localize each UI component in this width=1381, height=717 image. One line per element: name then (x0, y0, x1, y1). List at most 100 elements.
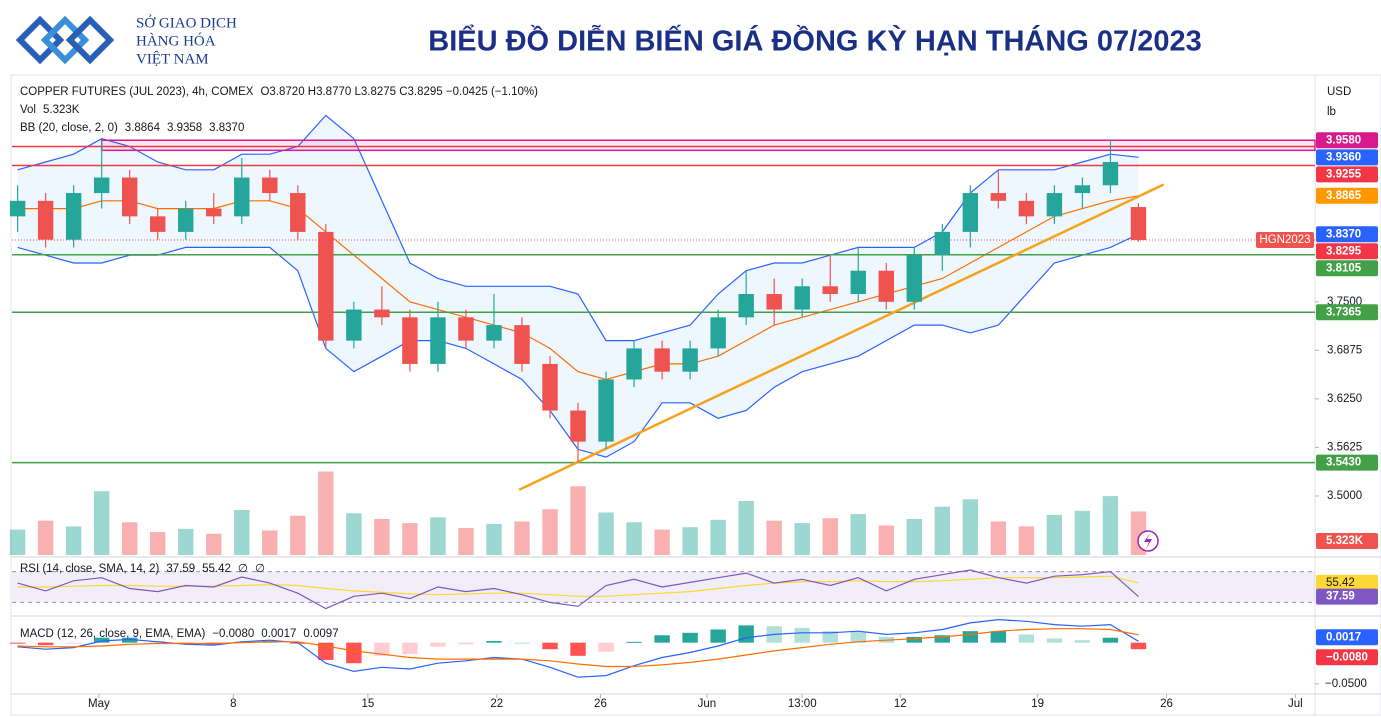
macd-histogram (1130, 642, 1147, 650)
macd-histogram (598, 642, 614, 652)
macd-histogram (9, 642, 26, 644)
macd-histogram (1046, 638, 1063, 643)
candle-body (682, 348, 698, 372)
frame (10, 74, 1381, 716)
macd-histogram (346, 642, 362, 664)
volume-bar (906, 519, 922, 555)
candle-body (710, 317, 726, 349)
logo-line: HÀNG HÓA (136, 32, 216, 49)
logo-line: SỞ GIAO DỊCH (136, 14, 237, 31)
legend-text: 37.59 (166, 563, 195, 575)
x-tick-label: 22 (490, 698, 503, 710)
symbol-tag-box (1256, 232, 1314, 249)
volume-bar (402, 523, 418, 555)
candle-body (1046, 193, 1063, 217)
x-tick-label: 19 (1031, 698, 1044, 710)
volume-bar (570, 486, 586, 555)
candle-body (121, 177, 138, 217)
candle-body (542, 363, 558, 411)
alert-icon-bolt (1144, 533, 1152, 549)
price-label: 3.9255 (1326, 168, 1362, 180)
candle-body (990, 193, 1007, 201)
candle-body (878, 270, 894, 302)
volume-bar (262, 530, 278, 555)
rsi-label-box (1316, 588, 1378, 605)
x-tick-label: 26 (594, 698, 607, 710)
volume-bar (234, 510, 250, 555)
price-label: 3.8295 (1326, 245, 1362, 257)
volume-bar (878, 525, 894, 555)
price-label-box (1316, 166, 1378, 183)
legend-text: O3.8720 H3.8770 L3.8275 C3.8295 −0.0425 … (260, 86, 538, 98)
macd-histogram (458, 642, 474, 645)
macd-histogram (990, 631, 1007, 643)
volume-bar (346, 513, 362, 555)
candle-body (402, 317, 418, 364)
macd-histogram (1018, 634, 1035, 643)
legend-text: 3.9358 (167, 122, 202, 134)
volume-bar (542, 509, 558, 555)
price-label: 3.5430 (1326, 457, 1361, 469)
candle-body (794, 286, 810, 310)
candle-body (822, 286, 838, 295)
y-tick-label: 3.5000 (1327, 490, 1362, 502)
volume-bar (654, 529, 670, 555)
rsi-label: 55.42 (1326, 577, 1355, 589)
volume-bar (430, 517, 446, 555)
candle-body (1102, 161, 1119, 186)
candle-body (1018, 200, 1035, 217)
legend-text: Vol (20, 104, 36, 116)
candle-body (430, 317, 446, 364)
y-tick-label: 3.6250 (1327, 393, 1362, 405)
volume-bar (850, 514, 866, 555)
macd-histogram (37, 642, 54, 646)
signal-line (17, 628, 1139, 668)
candle-body (290, 193, 306, 232)
x-tick-label: 15 (361, 698, 374, 710)
logo-line: VIỆT NAM (136, 50, 209, 67)
candle-body (150, 216, 166, 232)
legend-text: RSI (14, close, SMA, 14, 2) (20, 563, 160, 575)
macd-histogram (738, 625, 754, 643)
legend-text: 0.0097 (303, 628, 338, 640)
candle-body (962, 193, 979, 232)
price-label: 3.8370 (1326, 228, 1361, 240)
zone (100, 139, 1316, 152)
x-tick-label: 8 (230, 698, 236, 710)
unit-label: USD (1327, 86, 1351, 98)
price-label-box (1316, 132, 1378, 149)
macd-histogram (682, 632, 698, 643)
volume-bar (990, 521, 1007, 555)
symbol-tag: HGN2023 (1259, 234, 1310, 246)
macd-label-box (1316, 629, 1378, 646)
price-label-box (1316, 260, 1378, 277)
macd-histogram (514, 642, 530, 644)
unit-label: lb (1327, 106, 1336, 118)
volume-bar (710, 519, 726, 555)
volume-label-box (1316, 533, 1378, 549)
macd-histogram (962, 631, 979, 643)
volume-bar (598, 512, 614, 555)
volume-bar (962, 499, 979, 555)
candle-body (1130, 207, 1147, 241)
macd-histogram (570, 642, 586, 656)
candle-body (570, 410, 586, 442)
price-label: 3.7365 (1326, 306, 1362, 318)
volume-bar (822, 518, 838, 555)
macd-histogram (822, 631, 838, 643)
candle-body (654, 348, 670, 372)
x-tick-label: 12 (894, 698, 907, 710)
macd-histogram (486, 641, 502, 643)
macd-histogram (794, 627, 810, 643)
macd-histogram (1074, 640, 1091, 643)
candle-body (626, 348, 642, 380)
price-label: 3.8865 (1326, 190, 1362, 202)
volume-bar (1046, 514, 1063, 555)
x-tick-label: Jun (698, 698, 717, 710)
macd-histogram (542, 642, 558, 650)
legend-text: ∅ (255, 563, 265, 575)
price-label-box (1316, 454, 1378, 471)
y-tick-label: 3.5625 (1327, 441, 1362, 453)
macd-histogram (934, 635, 951, 643)
